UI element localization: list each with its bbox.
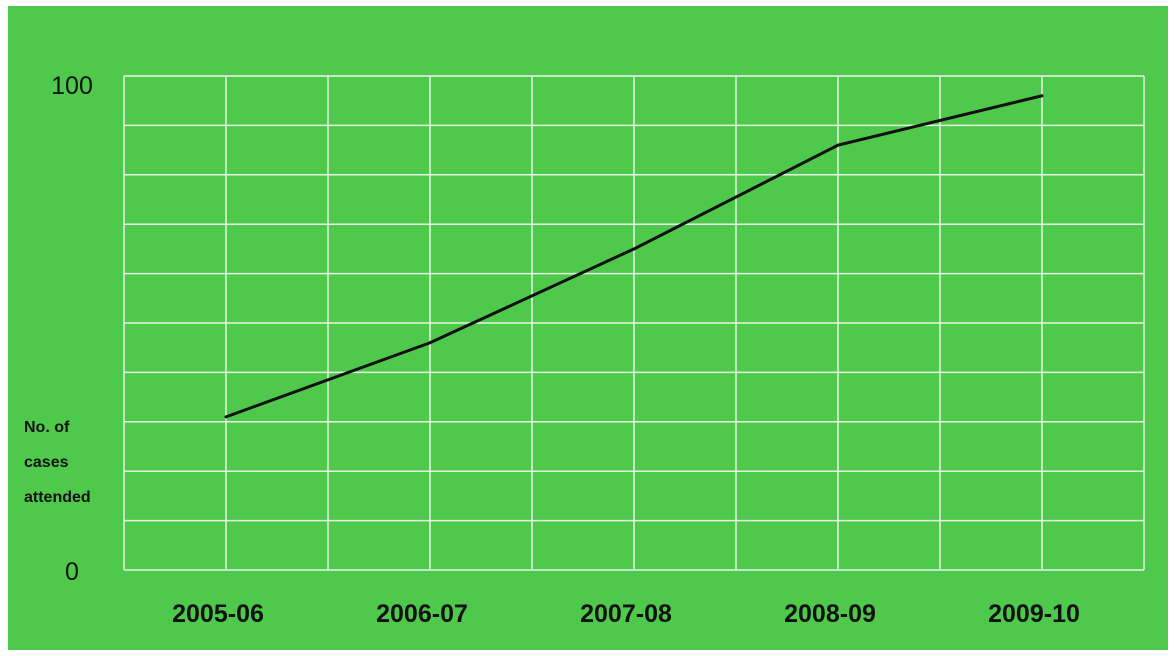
y-tick-label: 0 [65, 558, 79, 586]
x-tick-label: 2006-07 [376, 600, 468, 628]
x-tick-label: 2008-09 [784, 600, 876, 628]
y-axis-label-line: attended [24, 489, 91, 506]
data-point [428, 341, 432, 345]
x-tick-label: 2005-06 [172, 600, 264, 628]
data-point [224, 415, 228, 419]
line-chart: 0 100 2005-06 2006-07 2007-08 2008-09 2009-10… [8, 6, 1168, 650]
data-point [836, 143, 840, 147]
y-axis-ticks: 0 100 [51, 72, 93, 586]
gridlines [123, 75, 1145, 571]
y-axis-label-line: cases [24, 454, 69, 471]
data-point [632, 247, 636, 251]
y-axis-label: No. of cases attended [24, 419, 91, 506]
chart-background [8, 6, 1168, 650]
chart-panel: 0 100 2005-06 2006-07 2007-08 2008-09 2009-10… [8, 6, 1168, 650]
y-tick-label: 100 [51, 72, 93, 100]
y-axis-label-line: No. of [24, 419, 70, 436]
x-tick-label: 2009-10 [988, 600, 1080, 628]
x-tick-label: 2007-08 [580, 600, 672, 628]
x-axis-ticks: 2005-06 2006-07 2007-08 2008-09 2009-10 [172, 600, 1080, 628]
data-point [1040, 94, 1044, 98]
